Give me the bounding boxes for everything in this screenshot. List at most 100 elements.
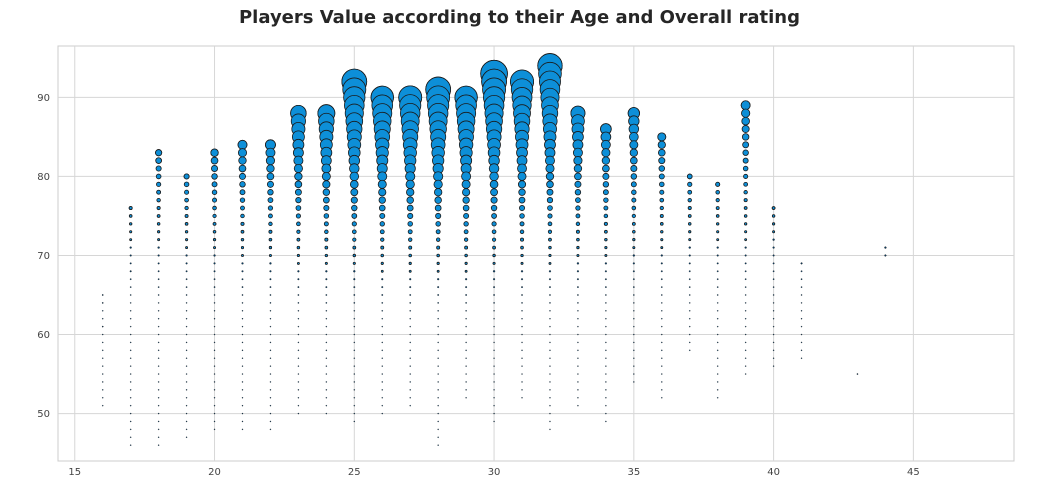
player-point [408,261,412,265]
player-point [241,412,244,415]
player-point [437,286,440,289]
player-point [325,365,328,367]
player-point [661,302,663,304]
player-point [605,373,607,375]
player-point [213,373,216,375]
player-point [238,156,247,165]
player-point [185,349,188,352]
player-point [241,262,244,265]
player-point [437,373,439,375]
player-point [573,164,583,173]
player-point [548,245,552,250]
player-point [772,270,775,273]
player-point [631,189,637,195]
player-point [157,310,160,312]
player-point [238,172,246,180]
player-point [129,230,133,234]
player-point [716,294,719,296]
player-point [493,278,496,281]
player-point [603,197,609,203]
player-point [633,365,635,367]
player-point [491,229,497,235]
player-point [325,389,328,391]
player-point [269,270,272,273]
player-point [716,381,719,383]
player-point [435,212,442,219]
player-point [604,278,607,281]
player-point [212,238,217,242]
player-point [409,397,411,399]
player-point [129,404,132,407]
player-point [241,294,244,296]
player-point [437,349,439,352]
player-point [800,318,803,320]
player-point [465,333,467,336]
player-point [155,149,163,157]
player-point [185,412,188,415]
player-point [353,341,356,344]
player-point [800,294,803,296]
player-point [743,206,748,210]
player-point [604,262,607,265]
player-point [632,238,636,242]
player-point [379,212,386,219]
player-point [324,245,329,250]
player-point [241,318,244,320]
player-point [409,325,411,328]
player-point [157,397,160,399]
player-point [659,197,665,203]
player-point [268,213,273,219]
player-point [381,357,383,359]
player-point [437,365,439,367]
player-point [381,365,383,367]
chart-title: Players Value according to their Age and… [238,7,800,28]
player-point [269,412,272,415]
player-point [742,165,749,172]
player-point [744,222,748,226]
player-point [184,205,189,211]
player-point [353,373,356,375]
player-point [632,254,635,257]
player-point [381,278,384,281]
player-point [744,373,747,375]
player-point [269,278,272,281]
player-point [265,147,276,158]
player-point [129,397,132,399]
player-point [352,237,357,242]
player-point [268,245,273,250]
player-point [353,349,356,352]
x-tick-label: 40 [767,467,780,478]
player-point [772,286,775,288]
player-point [604,254,608,257]
player-point [297,286,300,288]
player-point [325,270,328,273]
player-point [800,278,803,280]
player-point [321,171,331,181]
player-point [742,157,749,164]
player-point [521,310,523,312]
player-point [213,254,216,257]
player-point [409,310,411,312]
player-point [689,349,691,352]
player-point [574,172,582,181]
player-point [238,164,247,173]
player-point [547,221,553,227]
player-point [211,173,218,180]
player-point [185,246,189,250]
player-point [660,278,663,281]
player-point [437,389,439,391]
player-point [157,294,160,296]
player-point [102,310,104,312]
player-point [628,132,639,142]
player-point [605,310,607,312]
player-point [381,302,384,304]
player-point [352,245,357,250]
player-point [297,341,300,344]
player-point [575,213,581,219]
player-point [241,357,244,359]
player-point [381,412,383,415]
player-point [353,302,356,304]
player-point [241,310,244,312]
player-point [409,373,411,375]
player-point [185,397,188,399]
